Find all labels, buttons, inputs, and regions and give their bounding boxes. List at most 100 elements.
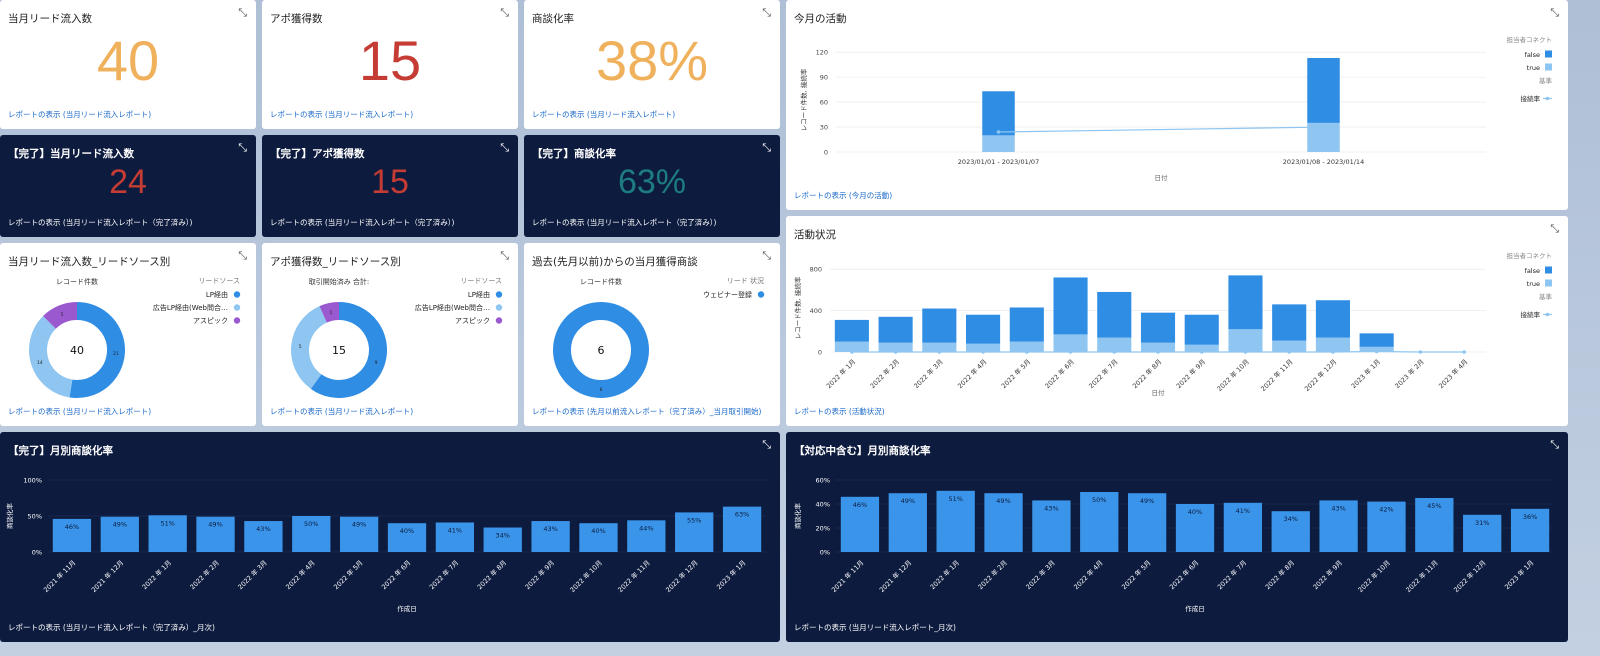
expand-icon[interactable]: ⤡ — [1550, 438, 1559, 451]
rate-point[interactable] — [1374, 349, 1379, 354]
bar-segment[interactable] — [834, 319, 869, 342]
view-report-link[interactable]: レポートの表示 (当月リード流入レポート) — [270, 110, 414, 119]
bar[interactable] — [1415, 498, 1454, 552]
bar-segment[interactable] — [1053, 277, 1088, 335]
donut-slice[interactable] — [310, 302, 387, 398]
rate-point[interactable] — [1287, 350, 1291, 354]
legend-point[interactable] — [1545, 96, 1550, 101]
bar[interactable] — [1463, 514, 1502, 552]
donut-slice[interactable] — [29, 316, 73, 398]
rate-point[interactable] — [1462, 350, 1466, 354]
bar[interactable] — [1223, 502, 1263, 552]
bar[interactable] — [1032, 500, 1071, 552]
rate-point[interactable] — [1156, 350, 1160, 354]
bar[interactable] — [1127, 493, 1167, 552]
bar-segment[interactable] — [966, 314, 1001, 344]
expand-icon[interactable]: ⤡ — [762, 249, 771, 262]
bar[interactable] — [1510, 508, 1550, 552]
bar[interactable] — [936, 490, 975, 552]
rate-point[interactable] — [1025, 350, 1029, 354]
bar-segment[interactable] — [1359, 346, 1394, 352]
rate-point[interactable] — [981, 350, 985, 354]
expand-icon[interactable]: ⤡ — [1550, 222, 1559, 235]
bar-segment[interactable] — [1307, 57, 1340, 123]
rate-point[interactable] — [1068, 350, 1073, 354]
bar-segment[interactable] — [1315, 300, 1350, 338]
view-report-link[interactable]: レポートの表示 (当月リード流入レポート（完了済み）) — [8, 218, 193, 227]
expand-icon[interactable]: ⤡ — [500, 6, 509, 19]
legend-swatch[interactable] — [495, 317, 503, 324]
bar-segment[interactable] — [1228, 275, 1263, 330]
expand-icon[interactable]: ⤡ — [762, 438, 771, 451]
bar[interactable] — [675, 512, 714, 552]
view-report-link[interactable]: レポートの表示 (先月以前流入レポート（完了済み）_当月取引開始) — [532, 407, 762, 416]
expand-icon[interactable]: ⤡ — [1550, 6, 1559, 19]
bar[interactable] — [888, 493, 927, 552]
bar[interactable] — [984, 493, 1023, 552]
rate-point[interactable] — [1331, 350, 1335, 354]
view-report-link[interactable]: レポートの表示 (当月リード流入レポート_月次) — [794, 623, 956, 632]
legend-point[interactable] — [1545, 312, 1550, 317]
bar-segment[interactable] — [1140, 312, 1176, 343]
bar[interactable] — [292, 516, 331, 552]
bar-segment[interactable] — [1184, 344, 1219, 352]
bar-segment[interactable] — [1228, 329, 1263, 352]
bar-segment[interactable] — [1315, 337, 1350, 352]
rate-point[interactable] — [996, 130, 1001, 134]
bar[interactable] — [1319, 500, 1358, 552]
rate-point[interactable] — [1112, 350, 1117, 354]
bar-segment[interactable] — [834, 341, 869, 352]
view-report-link[interactable]: レポートの表示 (当月リード流入レポート（完了済み）) — [270, 218, 455, 227]
bar-segment[interactable] — [922, 308, 957, 343]
bar-segment[interactable] — [878, 316, 913, 343]
rate-point[interactable] — [1243, 350, 1248, 354]
bar[interactable] — [100, 516, 139, 552]
legend-swatch[interactable] — [495, 304, 503, 311]
bar[interactable] — [387, 523, 427, 552]
legend-swatch[interactable] — [1545, 266, 1552, 274]
bar[interactable] — [531, 521, 570, 552]
bar-segment[interactable] — [1272, 304, 1307, 341]
bar-segment[interactable] — [922, 342, 957, 352]
rate-point[interactable] — [1418, 350, 1423, 354]
legend-swatch[interactable] — [1545, 279, 1552, 287]
bar-segment[interactable] — [1140, 342, 1176, 352]
bar[interactable] — [840, 496, 880, 552]
view-report-link[interactable]: レポートの表示 (今月の活動) — [794, 191, 893, 200]
bar[interactable] — [1175, 504, 1215, 552]
bar-segment[interactable] — [982, 91, 1015, 136]
bar[interactable] — [244, 521, 283, 552]
donut-slice[interactable] — [291, 306, 328, 389]
bar-segment[interactable] — [1097, 337, 1132, 352]
rate-point[interactable] — [1199, 350, 1204, 354]
donut-slice[interactable] — [43, 302, 78, 330]
legend-swatch[interactable] — [1545, 50, 1552, 58]
view-report-link[interactable]: レポートの表示 (当月リード流入レポート（完了済み）_月次) — [8, 623, 215, 632]
bar-segment[interactable] — [1009, 341, 1044, 352]
bar[interactable] — [52, 518, 92, 552]
bar[interactable] — [722, 506, 762, 552]
bar-segment[interactable] — [1097, 291, 1132, 338]
bar[interactable] — [339, 516, 379, 552]
view-report-link[interactable]: レポートの表示 (当月リード流入レポート（完了済み）) — [532, 218, 717, 227]
rate-point[interactable] — [1321, 125, 1326, 129]
legend-swatch[interactable] — [233, 317, 241, 324]
donut-slice[interactable] — [553, 302, 649, 398]
bar-segment[interactable] — [1009, 307, 1044, 342]
bar-segment[interactable] — [966, 343, 1001, 352]
bar[interactable] — [148, 515, 187, 552]
legend-swatch[interactable] — [1545, 63, 1552, 71]
view-report-link[interactable]: レポートの表示 (当月リード流入レポート) — [532, 110, 676, 119]
view-report-link[interactable]: レポートの表示 (活動状況) — [794, 407, 885, 416]
expand-icon[interactable]: ⤡ — [500, 249, 509, 262]
expand-icon[interactable]: ⤡ — [238, 6, 247, 19]
bar[interactable] — [196, 516, 235, 552]
legend-swatch[interactable] — [233, 291, 241, 298]
expand-icon[interactable]: ⤡ — [762, 141, 771, 154]
legend-swatch[interactable] — [495, 291, 503, 298]
expand-icon[interactable]: ⤡ — [238, 141, 247, 154]
legend-swatch[interactable] — [757, 291, 765, 298]
rate-point[interactable] — [937, 350, 942, 354]
bar[interactable] — [579, 523, 618, 552]
bar-segment[interactable] — [1053, 334, 1088, 352]
